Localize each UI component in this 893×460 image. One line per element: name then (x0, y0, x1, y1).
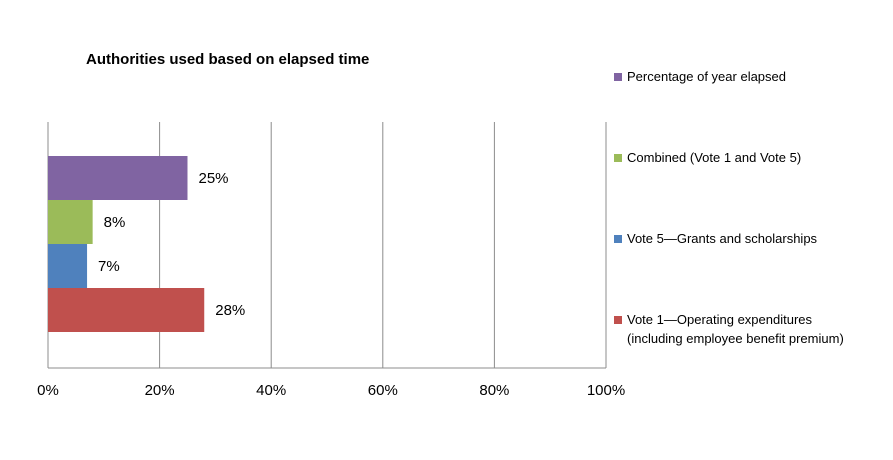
bar (48, 200, 93, 244)
x-tick-label: 0% (37, 382, 59, 399)
legend-swatch (614, 235, 622, 243)
bar (48, 156, 188, 200)
x-tick-label: 60% (368, 382, 398, 399)
legend-label: Percentage of year elapsed (627, 69, 786, 84)
bars: 25% 8% 7% 28% (48, 156, 245, 332)
x-tick-label: 100% (587, 382, 625, 399)
x-tick-label: 20% (145, 382, 175, 399)
x-tick-label: 40% (256, 382, 286, 399)
bar (48, 244, 88, 288)
legend-label: Combined (Vote 1 and Vote 5) (627, 150, 801, 165)
bar (48, 288, 205, 332)
x-tick-label: 80% (479, 382, 509, 399)
data-label: 28% (215, 302, 245, 319)
legend: Percentage of year elapsed Combined (Vote… (614, 69, 844, 346)
x-axis-ticks: 0% 20% 40% 60% 80% 100% (37, 382, 625, 399)
data-label: 8% (104, 214, 126, 231)
data-label: 25% (199, 170, 229, 187)
chart-title: Authorities used based on elapsed time (86, 51, 369, 68)
data-label: 7% (98, 258, 120, 275)
legend-label: Vote 1—Operating expenditures (including … (627, 312, 844, 346)
legend-swatch (614, 316, 622, 324)
legend-swatch (614, 154, 622, 162)
legend-label: Vote 5—Grants and scholarships (627, 231, 818, 246)
legend-swatch (614, 73, 622, 81)
